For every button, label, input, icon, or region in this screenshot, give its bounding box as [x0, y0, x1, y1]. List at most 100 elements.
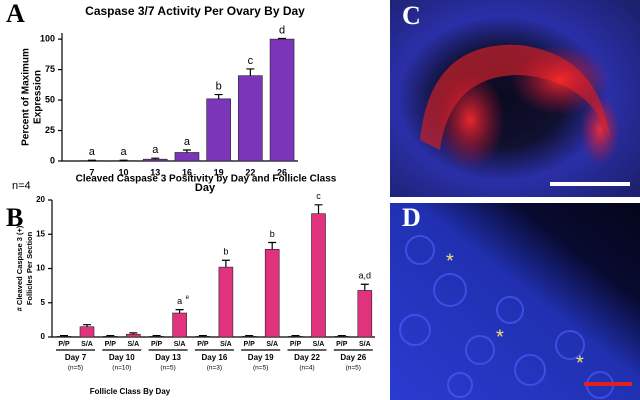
x-tick-label: 19: [214, 167, 224, 177]
marker: *: [446, 250, 454, 272]
y-axis-label: Expression: [33, 70, 44, 124]
bar: [126, 333, 141, 338]
y-tick-label: 25: [45, 125, 55, 135]
bar: [357, 290, 373, 338]
x-tick-label: S/A: [359, 341, 371, 348]
bar: [206, 98, 231, 162]
bar: [288, 336, 303, 338]
error-bar: [291, 335, 300, 337]
annotation: c: [316, 191, 321, 201]
bar: [218, 266, 234, 338]
group-label: Day 26: [340, 353, 366, 362]
x-tick-label: P/P: [290, 341, 302, 348]
annotation: b: [223, 247, 228, 257]
x-tick-label: P/P: [244, 341, 256, 348]
panel-letter: B: [6, 203, 23, 232]
group-n: (n=5): [346, 365, 361, 372]
x-tick-label: P/P: [197, 341, 209, 348]
value-label: d: [279, 24, 285, 36]
x-tick-label: S/A: [81, 341, 93, 348]
group-label: Day 19: [248, 353, 274, 362]
error-bar: [268, 241, 277, 250]
error-bar: [221, 259, 230, 268]
x-tick-label: S/A: [266, 341, 278, 348]
group-n: (n=5): [253, 365, 268, 372]
bar: [241, 336, 257, 338]
group-label: Day 7: [65, 353, 87, 362]
x-tick-label: 16: [182, 167, 192, 177]
group-n: (n=3): [207, 365, 222, 372]
panel-letter: C: [402, 1, 421, 30]
group-n: (n=5): [160, 365, 175, 372]
y-tick-label: 50: [45, 94, 55, 104]
group-n: (n=10): [112, 365, 131, 372]
y-tick-label: 75: [45, 64, 55, 74]
annotation: a: [177, 296, 182, 306]
x-tick-label: 22: [245, 167, 255, 177]
annotation-sup: e: [186, 295, 190, 301]
error-bar: [60, 335, 68, 337]
x-axis-label: Follicle Class By Day: [90, 387, 171, 396]
value-label: a: [184, 136, 191, 148]
x-tick-label: S/A: [174, 341, 186, 348]
y-axis-label: Percent of Maximum: [21, 48, 32, 146]
group-label: Day 22: [294, 353, 320, 362]
y-tick-label: 10: [36, 264, 45, 273]
bar: [174, 152, 200, 162]
group-n: (n=5): [68, 365, 83, 372]
x-tick-label: S/A: [127, 341, 139, 348]
bar: [264, 249, 280, 338]
error-bar: [214, 93, 223, 99]
chart-title: Cleaved Caspase 3 Positivity by Day and …: [76, 174, 337, 185]
x-tick-label: P/P: [151, 341, 163, 348]
annotation: a,d: [359, 271, 372, 281]
bar: [334, 336, 350, 338]
error-bar: [182, 149, 191, 153]
error-bar: [360, 283, 369, 291]
value-label: b: [216, 80, 222, 92]
value-label: a: [152, 144, 159, 156]
y-tick-label: 5: [41, 298, 46, 307]
y-tick-label: 0: [41, 332, 46, 341]
marker: *: [496, 326, 504, 348]
error-bar: [314, 204, 323, 214]
y-tick-label: 100: [40, 33, 55, 43]
error-bar: [83, 324, 91, 327]
x-tick-label: 13: [150, 167, 160, 177]
bar: [149, 336, 164, 338]
error-bar: [152, 335, 161, 337]
panel-d-image: [390, 203, 640, 400]
x-tick-label: P/P: [105, 341, 117, 348]
error-bar: [246, 68, 255, 76]
bar: [195, 336, 211, 338]
bar: [172, 312, 187, 338]
group-label: Day 16: [202, 353, 228, 362]
panel-letter: A: [6, 0, 25, 28]
bar: [311, 213, 326, 338]
y-tick-label: 15: [36, 229, 45, 238]
bar: [103, 336, 118, 338]
error-bar: [151, 157, 160, 160]
group-label: Day 10: [109, 353, 135, 362]
error-bar: [198, 335, 207, 337]
bar: [79, 326, 95, 338]
bar: [142, 158, 168, 162]
panel-c-image: [390, 0, 640, 197]
x-axis-label: Day: [195, 182, 216, 194]
x-tick-label: 26: [277, 167, 287, 177]
bar: [238, 75, 263, 162]
x-tick-label: S/A: [313, 341, 325, 348]
marker: *: [576, 352, 584, 374]
y-tick-label: 0: [50, 155, 55, 165]
bar: [269, 38, 295, 162]
group-label: Day 13: [155, 353, 181, 362]
chart-title: Caspase 3/7 Activity Per Ovary By Day: [85, 4, 305, 18]
x-tick-label: P/P: [58, 341, 70, 348]
error-bar: [245, 335, 254, 337]
panel-letter: D: [402, 203, 421, 232]
error-bar: [337, 335, 346, 337]
note: n=4: [12, 180, 31, 192]
bar: [56, 336, 72, 338]
error-bar: [129, 332, 138, 335]
